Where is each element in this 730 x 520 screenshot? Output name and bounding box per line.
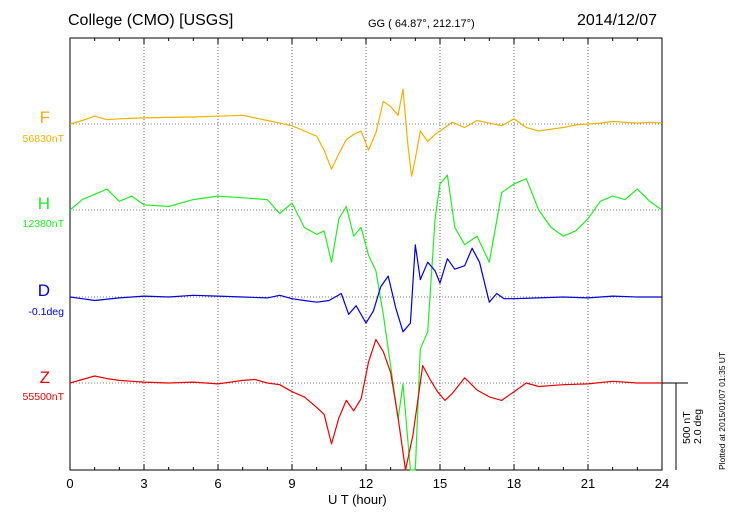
series-line-f xyxy=(69,88,663,177)
scale-label-deg: 2.0 deg xyxy=(692,408,704,444)
series-lines xyxy=(69,88,663,471)
series-label-h: H xyxy=(37,194,50,213)
series-baseline-z: 55500nT xyxy=(22,391,64,403)
scale-bar xyxy=(662,382,688,470)
x-tick-label: 21 xyxy=(581,476,595,491)
x-tick-label: 6 xyxy=(214,476,221,491)
x-tick-label: 9 xyxy=(288,476,295,491)
series-baseline-h: 12380nT xyxy=(22,218,64,230)
x-tick-label: 12 xyxy=(359,476,373,491)
series-line-d xyxy=(69,244,662,333)
x-tick-label: 3 xyxy=(140,476,147,491)
series-baseline-f: 56830nT xyxy=(22,133,64,145)
series-line-z xyxy=(69,338,662,471)
x-tick-label: 0 xyxy=(66,476,73,491)
series-label-z: Z xyxy=(39,368,50,387)
x-tick-label: 15 xyxy=(433,476,447,491)
series-label-d: D xyxy=(37,281,50,300)
station-coordinates: GG ( 64.87°, 212.17°) xyxy=(368,18,475,30)
series-baseline-d: -0.1deg xyxy=(28,306,64,318)
x-axis-label: U T (hour) xyxy=(328,492,387,507)
x-tick-label: 18 xyxy=(507,476,521,491)
x-ticks: 0 3 6 9 12 15 18 21 24 xyxy=(66,38,669,491)
chart-title: College (CMO) [USGS] xyxy=(68,12,234,29)
chart-date: 2014/12/07 xyxy=(577,12,658,29)
plotted-timestamp: Plotted at 2015/01/07 01:35 UT xyxy=(717,351,727,470)
series-label-f: F xyxy=(39,108,50,127)
grid xyxy=(143,38,589,470)
x-tick-label: 24 xyxy=(655,476,669,491)
